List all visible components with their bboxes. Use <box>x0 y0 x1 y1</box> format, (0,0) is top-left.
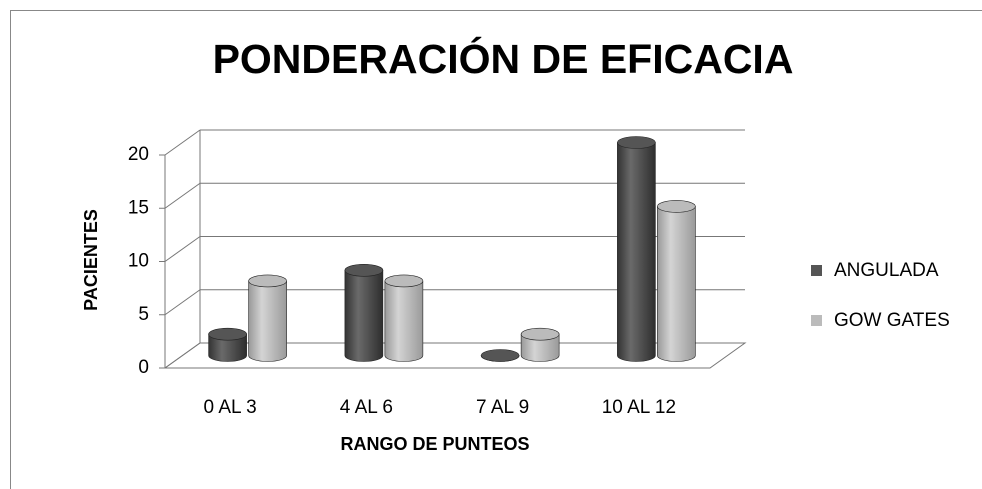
x-tick-label: 4 AL 6 <box>340 397 393 418</box>
y-tick-label: 10 <box>128 251 149 272</box>
bar-body <box>208 333 247 362</box>
bar-top <box>657 200 696 213</box>
x-tick-label: 7 AL 9 <box>476 397 529 418</box>
bar <box>480 349 520 362</box>
grid-line-side <box>164 289 201 316</box>
bar <box>384 274 424 362</box>
bar <box>248 274 287 362</box>
chart-title: PONDERACIÓN DE EFICACIA <box>213 36 794 82</box>
bar <box>657 200 696 362</box>
bar-body <box>384 280 424 362</box>
bar-body <box>617 142 656 362</box>
legend-swatch <box>811 315 822 326</box>
y-tick-label: 20 <box>128 144 149 165</box>
bar-body <box>520 333 560 362</box>
grid-line-side <box>164 129 201 156</box>
y-axis-title: PACIENTES <box>81 209 101 311</box>
bar-body <box>344 270 384 362</box>
bar-top <box>248 274 287 288</box>
bar <box>617 136 656 362</box>
bar-body <box>657 206 696 362</box>
y-tick-label: 15 <box>128 197 149 218</box>
grid-line-side <box>164 342 201 369</box>
bar-top <box>384 274 424 288</box>
y-tick-label: 0 <box>138 357 149 378</box>
x-tick-label: 0 AL 3 <box>204 397 257 418</box>
grid-line-side <box>164 182 201 209</box>
grid-line-side <box>164 236 201 262</box>
x-axis-title: RANGO DE PUNTEOS <box>340 434 529 454</box>
bar-top <box>617 136 656 149</box>
bar <box>208 327 247 362</box>
bar-top <box>208 327 247 341</box>
x-tick-label: 10 AL 12 <box>602 397 676 418</box>
y-tick-label: 5 <box>138 304 149 325</box>
bar <box>520 327 560 362</box>
bar-top <box>480 349 520 362</box>
bar <box>344 263 384 362</box>
bar-top <box>520 327 560 341</box>
frame <box>10 10 982 489</box>
bar-body <box>248 280 287 362</box>
legend-swatch <box>811 265 822 276</box>
legend-label: ANGULADA <box>834 260 939 281</box>
bar-top <box>344 263 384 277</box>
legend-label: GOW GATES <box>834 310 950 331</box>
